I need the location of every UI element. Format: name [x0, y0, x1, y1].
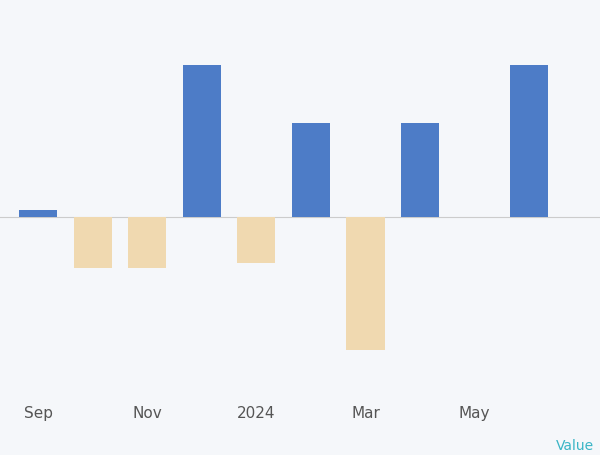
Bar — [346, 217, 385, 349]
Bar — [74, 217, 112, 268]
Bar — [510, 65, 548, 217]
Bar — [19, 210, 57, 217]
Bar — [237, 217, 275, 263]
Bar — [401, 123, 439, 217]
Bar — [128, 217, 166, 268]
Text: Value: Value — [556, 439, 594, 453]
Bar — [292, 123, 330, 217]
Bar — [183, 65, 221, 217]
